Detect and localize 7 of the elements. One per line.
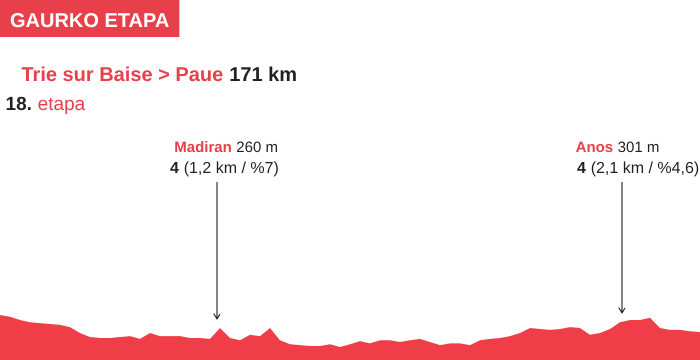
text: 4 (1,2 km / %7) [170, 160, 279, 177]
chart-title: GAURKO ETAPA [10, 10, 170, 32]
text: Anos 301 m [576, 139, 660, 156]
chart-subtitle: Trie sur Baise > Paue 171 km [21, 64, 298, 86]
text: Madiran 260 m [174, 139, 278, 156]
text: 4 (2,1 km / %4,6) [576, 160, 700, 177]
text: 18. etapa [6, 94, 86, 115]
